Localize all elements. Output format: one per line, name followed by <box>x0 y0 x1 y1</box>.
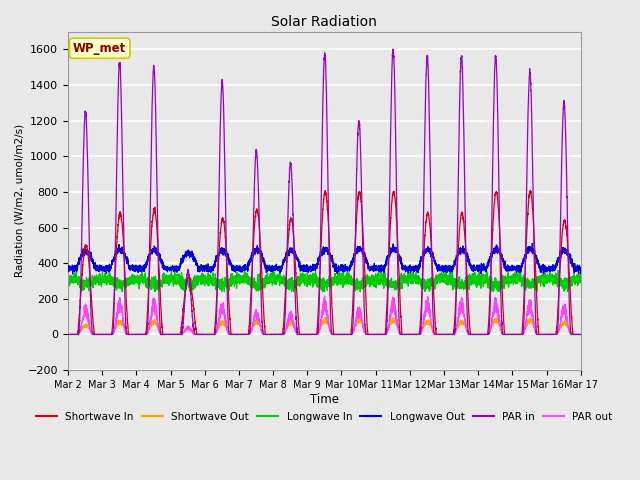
Legend: Shortwave In, Shortwave Out, Longwave In, Longwave Out, PAR in, PAR out: Shortwave In, Shortwave Out, Longwave In… <box>32 408 616 426</box>
Y-axis label: Radiation (W/m2, umol/m2/s): Radiation (W/m2, umol/m2/s) <box>15 124 25 277</box>
X-axis label: Time: Time <box>310 393 339 406</box>
Text: WP_met: WP_met <box>73 42 126 55</box>
Title: Solar Radiation: Solar Radiation <box>271 15 378 29</box>
